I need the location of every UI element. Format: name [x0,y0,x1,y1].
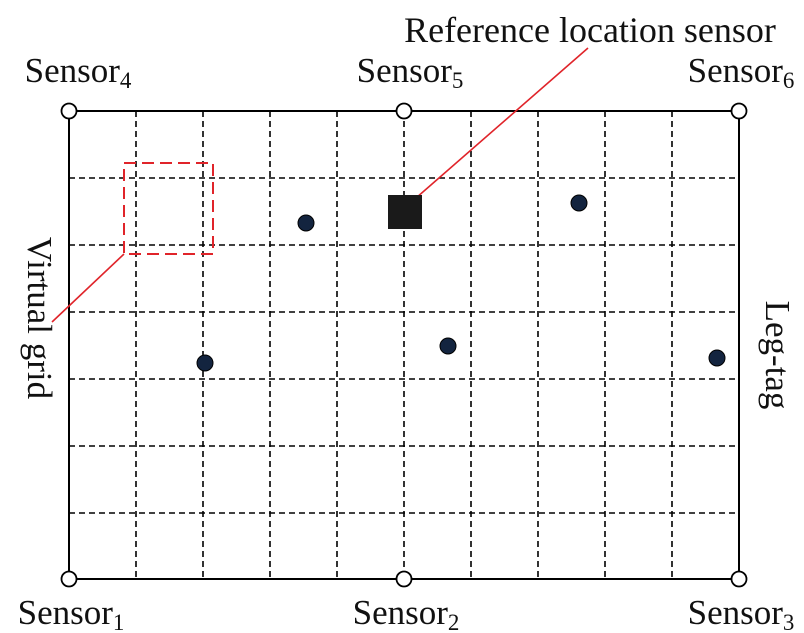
sensor-1-name: Sensor [18,593,114,632]
reference-location-sensor [388,195,422,229]
sensor-4-subscript: 4 [120,68,132,93]
sensor-2-subscript: 2 [448,610,460,633]
sensor-4-label: Sensor4 [25,51,132,93]
virtual-grid-highlight [123,162,214,255]
leg-tag-dot [196,354,214,372]
sensor-3-name: Sensor [688,593,784,632]
reference-sensor-label: Reference location sensor [404,10,776,50]
sensor-1-subscript: 1 [113,610,125,633]
sensor-6-subscript: 6 [783,68,795,93]
virtual-grid-pointer-line [51,253,125,323]
leg-tag-label: Leg-tag [758,301,797,410]
sensor-nodes [60,102,748,588]
sensor-5-name: Sensor [357,51,453,90]
sensor-node-5 [395,102,413,120]
sensor-2-label: Sensor2 [353,593,460,633]
leg-tag-dot [439,337,457,355]
sensor-node-3 [730,570,748,588]
sensor-3-subscript: 3 [783,610,795,633]
sensor-4-name: Sensor [25,51,121,90]
sensor-6-name: Sensor [688,51,784,90]
sensor-node-2 [395,570,413,588]
leg-tag-dot [570,194,588,212]
reference-sensor-pointer-line [415,47,589,199]
sensor-6-label: Sensor6 [688,51,795,93]
leg-tag-dot [708,349,726,367]
leg-tags [196,194,726,372]
sensor-5-label: Sensor5 [357,51,464,93]
sensor-node-6 [730,102,748,120]
sensor-1-label: Sensor1 [18,593,125,633]
leg-tag-dot [297,214,315,232]
sensor-node-4 [60,102,78,120]
sensor-2-name: Sensor [353,593,449,632]
sensor-node-1 [60,570,78,588]
virtual-grid-lines [69,111,739,579]
sensor-5-subscript: 5 [452,68,464,93]
virtual-grid-label: Virtual grid [20,237,59,400]
sensor-3-label: Sensor3 [688,593,795,633]
